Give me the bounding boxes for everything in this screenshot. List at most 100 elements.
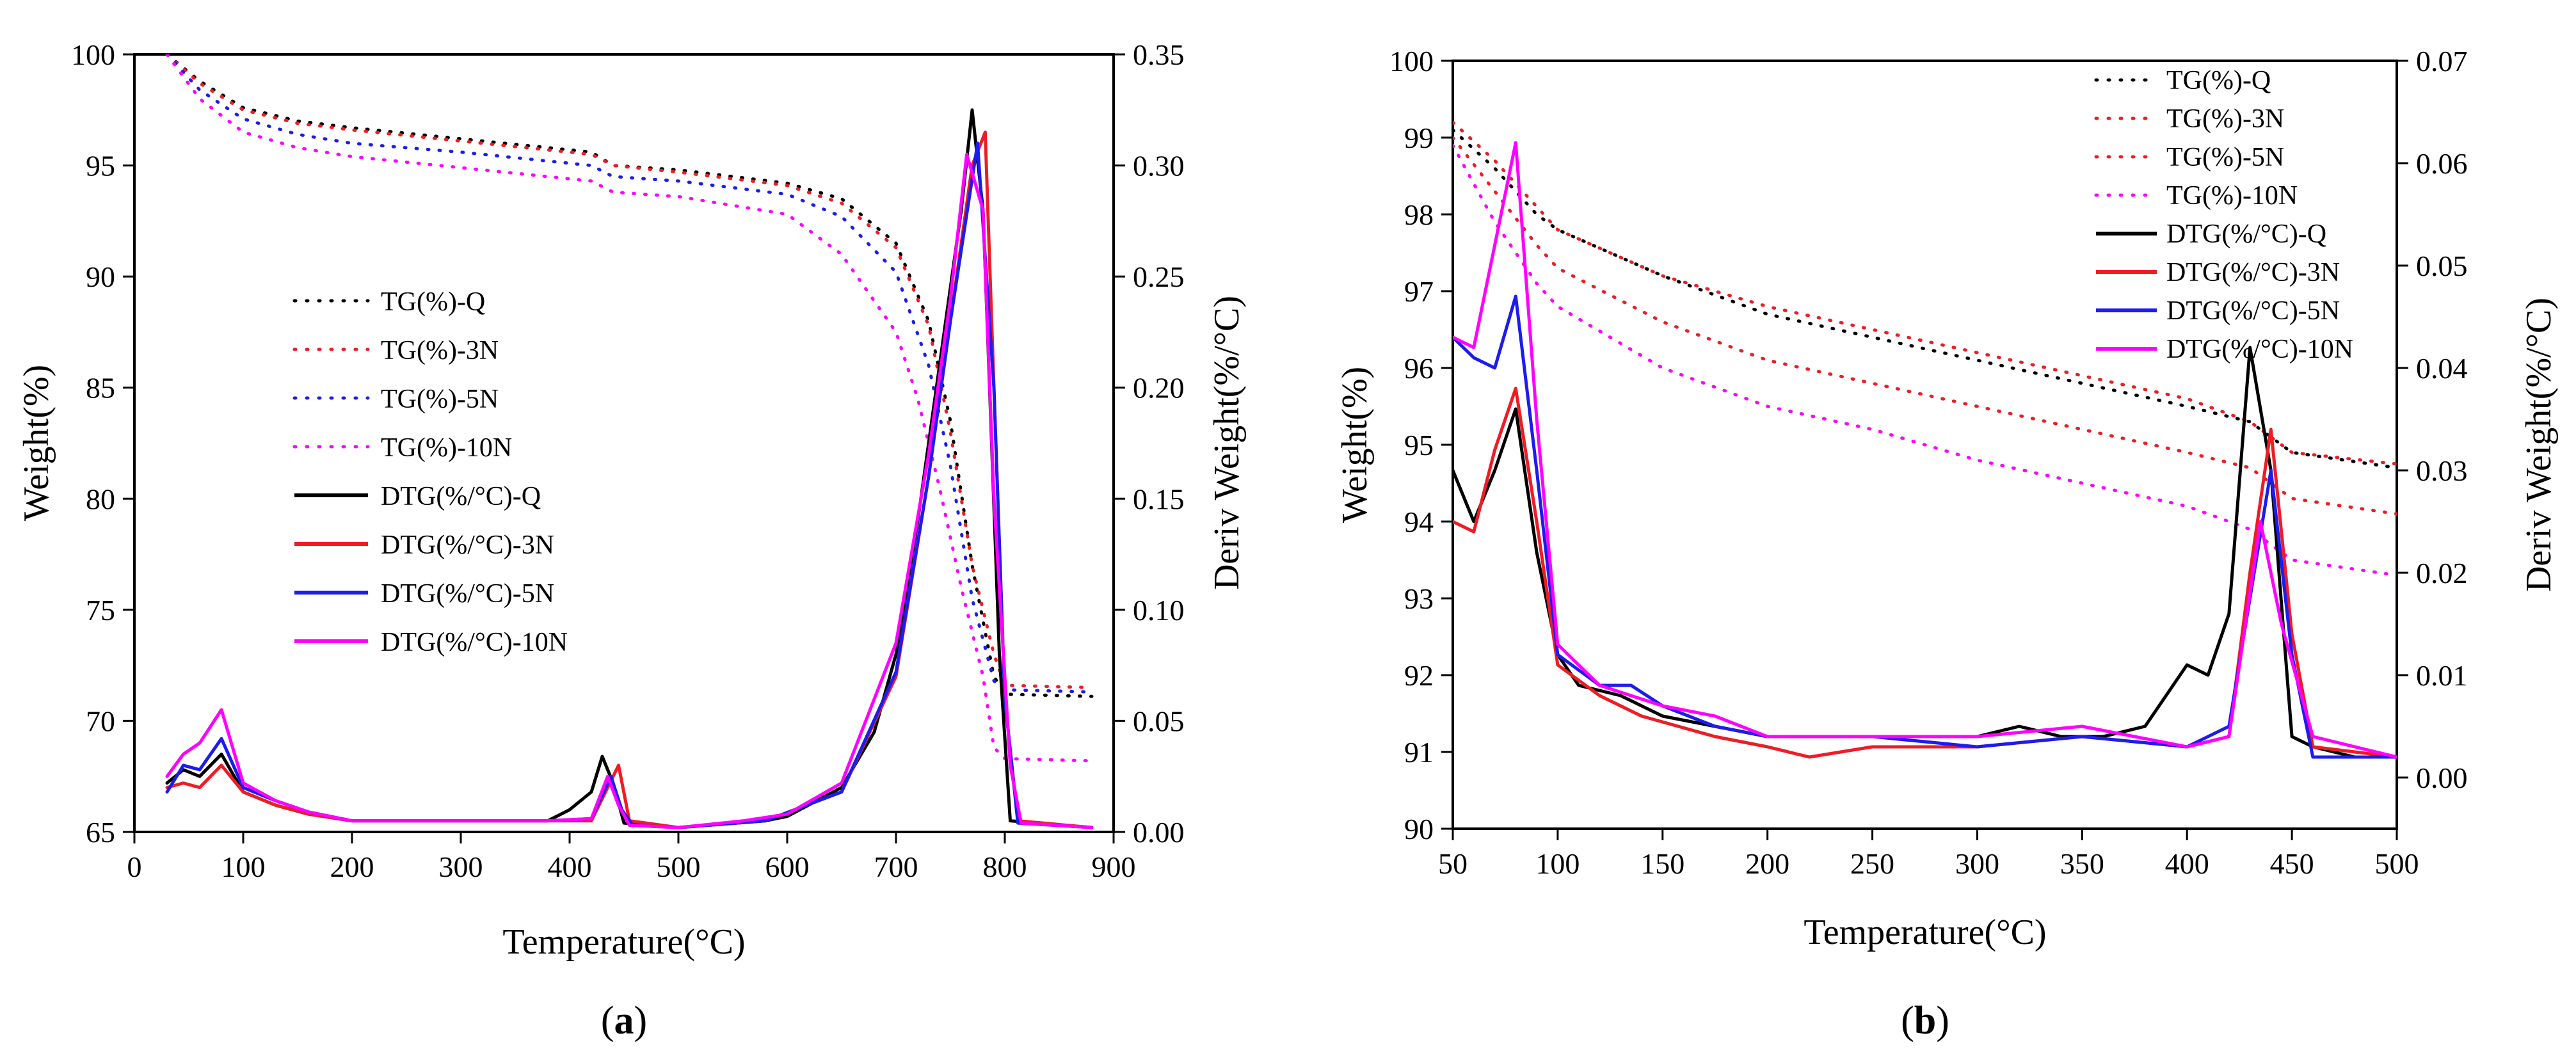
y-tick-label: 93 xyxy=(1404,582,1434,615)
legend-label: DTG(%/°C)-Q xyxy=(381,482,541,511)
legend-label: DTG(%/°C)-3N xyxy=(2166,258,2340,287)
panel-label-b: (b) xyxy=(1901,999,1949,1042)
legend-label: TG(%)-5N xyxy=(2166,143,2284,172)
x-tick-label: 700 xyxy=(874,850,918,883)
series-line-tg-10n xyxy=(165,54,1094,763)
y-tick-label: 92 xyxy=(1404,659,1434,692)
y-tick-label: 90 xyxy=(1404,813,1434,845)
x-tick-label: 200 xyxy=(330,850,374,883)
series-line-tg-3n xyxy=(1453,120,2397,466)
y-tick-label: 80 xyxy=(86,483,115,515)
series-line-dtg-c-10n xyxy=(1453,141,2397,759)
legend-label: TG(%)-3N xyxy=(2166,104,2284,134)
x-tick-label: 900 xyxy=(1092,850,1136,883)
x-tick-label: 100 xyxy=(1535,847,1580,880)
legend-label: TG(%)-Q xyxy=(381,287,485,317)
x-tick-label: 0 xyxy=(127,850,142,883)
x-tick-label: 600 xyxy=(765,850,810,883)
y-tick-label: 100 xyxy=(1389,45,1434,77)
y2-tick-label: 0.05 xyxy=(2416,250,2468,282)
y2-axis-title-a: Deriv Weight(%/°C) xyxy=(1207,296,1247,590)
y2-tick-label: 0.00 xyxy=(1133,816,1185,849)
legend-label: TG(%)-10N xyxy=(2166,181,2298,211)
x-tick-label: 500 xyxy=(2375,847,2419,880)
series-line-dtg-c-3n xyxy=(165,131,1094,829)
y2-axis-title-b: Deriv Weight(%/°C) xyxy=(2519,298,2559,592)
x-tick-label: 500 xyxy=(657,850,701,883)
x-tick-label: 100 xyxy=(221,850,266,883)
y-axis-title-b: Weight(%) xyxy=(1335,367,1375,523)
y2-tick-label: 0.01 xyxy=(2416,659,2468,692)
x-tick-label: 50 xyxy=(1438,847,1468,880)
legend-label: DTG(%/°C)-Q xyxy=(2166,220,2326,249)
x-tick-label: 300 xyxy=(1955,847,1999,880)
legend-label: DTG(%/°C)-3N xyxy=(381,531,554,560)
y2-tick-label: 0.03 xyxy=(2416,454,2468,487)
y-tick-label: 91 xyxy=(1404,736,1434,769)
series-lines-a xyxy=(165,54,1094,829)
legend-label: DTG(%/°C)-5N xyxy=(2166,296,2340,326)
x-tick-label: 800 xyxy=(983,850,1027,883)
y2-tick-label: 0.10 xyxy=(1133,594,1185,627)
y-tick-label: 100 xyxy=(71,38,115,71)
panel-label-a: (a) xyxy=(601,999,647,1042)
legend-label: TG(%)-Q xyxy=(2166,66,2271,95)
y-tick-label: 98 xyxy=(1404,198,1434,231)
series-line-dtg-c-5n xyxy=(165,141,1094,829)
y-tick-label: 75 xyxy=(86,594,115,627)
y-tick-label: 97 xyxy=(1404,275,1434,308)
series-line-dtg-c-5n xyxy=(1453,294,2397,759)
y2-tick-label: 0.25 xyxy=(1133,260,1185,293)
series-lines-b xyxy=(1453,120,2397,759)
panel-a: 0 100 200 300 400 500 600 700 800 900 65 70 75 80 85 90… xyxy=(17,38,1247,1042)
series-line-dtg-c-10n xyxy=(165,152,1094,829)
series-line-dtg-c-3n xyxy=(1453,387,2397,759)
y2-tick-label: 0.06 xyxy=(2416,147,2468,180)
y-tick-label: 65 xyxy=(86,816,115,849)
legend-label: TG(%)-5N xyxy=(381,385,499,414)
x-tick-label: 450 xyxy=(2270,847,2314,880)
y-axis-title-a: Weight(%) xyxy=(17,365,56,521)
x-axis-title-b: Temperature(°C) xyxy=(1804,913,2046,952)
y-tick-label: 95 xyxy=(1404,429,1434,461)
x-tick-label: 400 xyxy=(548,850,592,883)
series-line-tg-q xyxy=(165,54,1094,698)
legend-label: TG(%)-3N xyxy=(381,336,499,365)
x-tick-label: 200 xyxy=(1745,847,1789,880)
legend-a: TG(%)-Q TG(%)-3N TG(%)-5N TG(%)-10N DTG(… xyxy=(292,287,568,657)
plot-frame-a xyxy=(133,53,1115,833)
y-tick-label: 96 xyxy=(1404,352,1434,385)
legend-label: DTG(%/°C)-10N xyxy=(2166,335,2353,364)
legend-label: DTG(%/°C)-10N xyxy=(381,628,568,657)
series-line-tg-5n xyxy=(165,54,1094,694)
y2-tick-label: 0.20 xyxy=(1133,372,1185,404)
series-line-tg-3n xyxy=(165,54,1094,689)
axes-ticks-b: 50 100 150 200 250 300 350 400 450 500 90 91 92 93 94 9… xyxy=(1389,45,2468,880)
y-tick-label: 95 xyxy=(86,150,115,182)
y2-tick-label: 0.00 xyxy=(2416,762,2468,794)
legend-label: DTG(%/°C)-5N xyxy=(381,579,554,609)
x-tick-label: 250 xyxy=(1850,847,1894,880)
y2-tick-label: 0.15 xyxy=(1133,483,1185,515)
y2-tick-label: 0.02 xyxy=(2416,557,2468,589)
y2-tick-label: 0.30 xyxy=(1133,150,1185,182)
axes-ticks-a: 0 100 200 300 400 500 600 700 800 900 65 70 75 80 85 90… xyxy=(71,38,1185,883)
y-tick-label: 70 xyxy=(86,705,115,737)
y-tick-label: 99 xyxy=(1404,122,1434,154)
x-tick-label: 400 xyxy=(2165,847,2209,880)
x-axis-title-a: Temperature(°C) xyxy=(502,922,745,962)
y2-tick-label: 0.35 xyxy=(1133,38,1185,71)
y2-tick-label: 0.07 xyxy=(2416,45,2468,77)
y-tick-label: 94 xyxy=(1404,506,1434,538)
series-line-tg-q xyxy=(1453,128,2397,470)
y-tick-label: 85 xyxy=(86,372,115,404)
series-line-tg-10n xyxy=(1453,143,2397,577)
x-tick-label: 350 xyxy=(2060,847,2104,880)
legend-b: TG(%)-Q TG(%)-3N TG(%)-5N TG(%)-10N DTG(… xyxy=(2094,66,2353,364)
panel-b: 50 100 150 200 250 300 350 400 450 500 90 91 92 93 94 9… xyxy=(1335,45,2559,1042)
series-line-dtg-c-q xyxy=(165,108,1094,829)
legend-label: TG(%)-10N xyxy=(381,433,512,463)
x-tick-label: 150 xyxy=(1640,847,1684,880)
y2-tick-label: 0.05 xyxy=(1133,705,1185,737)
